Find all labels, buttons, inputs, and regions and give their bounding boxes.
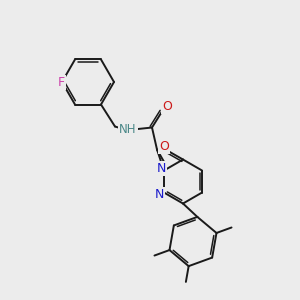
Text: O: O [162,100,172,113]
Text: NH: NH [119,123,137,136]
Text: O: O [159,140,169,153]
Text: N: N [156,162,166,175]
Text: F: F [57,76,64,88]
Text: N: N [154,188,164,201]
